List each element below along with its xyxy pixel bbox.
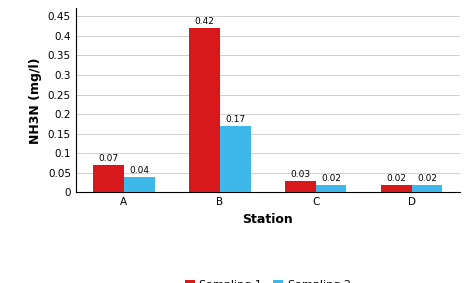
Text: 0.07: 0.07 bbox=[99, 155, 118, 164]
Text: 0.02: 0.02 bbox=[386, 174, 406, 183]
Text: 0.42: 0.42 bbox=[195, 18, 214, 27]
Text: 0.03: 0.03 bbox=[291, 170, 310, 179]
Legend: Sampling 1, Sampling 2: Sampling 1, Sampling 2 bbox=[181, 275, 355, 283]
Text: 0.02: 0.02 bbox=[321, 174, 341, 183]
Bar bbox=[316, 185, 346, 192]
Text: 0.02: 0.02 bbox=[417, 174, 437, 183]
Bar bbox=[189, 28, 220, 192]
Y-axis label: NH3N (mg/l): NH3N (mg/l) bbox=[29, 57, 42, 144]
Bar bbox=[93, 165, 124, 192]
Text: 0.04: 0.04 bbox=[129, 166, 149, 175]
Bar bbox=[124, 177, 155, 192]
Bar bbox=[411, 185, 442, 192]
Bar bbox=[285, 181, 316, 192]
Bar bbox=[381, 185, 411, 192]
Bar bbox=[220, 126, 251, 192]
X-axis label: Station: Station bbox=[242, 213, 293, 226]
Text: 0.17: 0.17 bbox=[225, 115, 245, 124]
